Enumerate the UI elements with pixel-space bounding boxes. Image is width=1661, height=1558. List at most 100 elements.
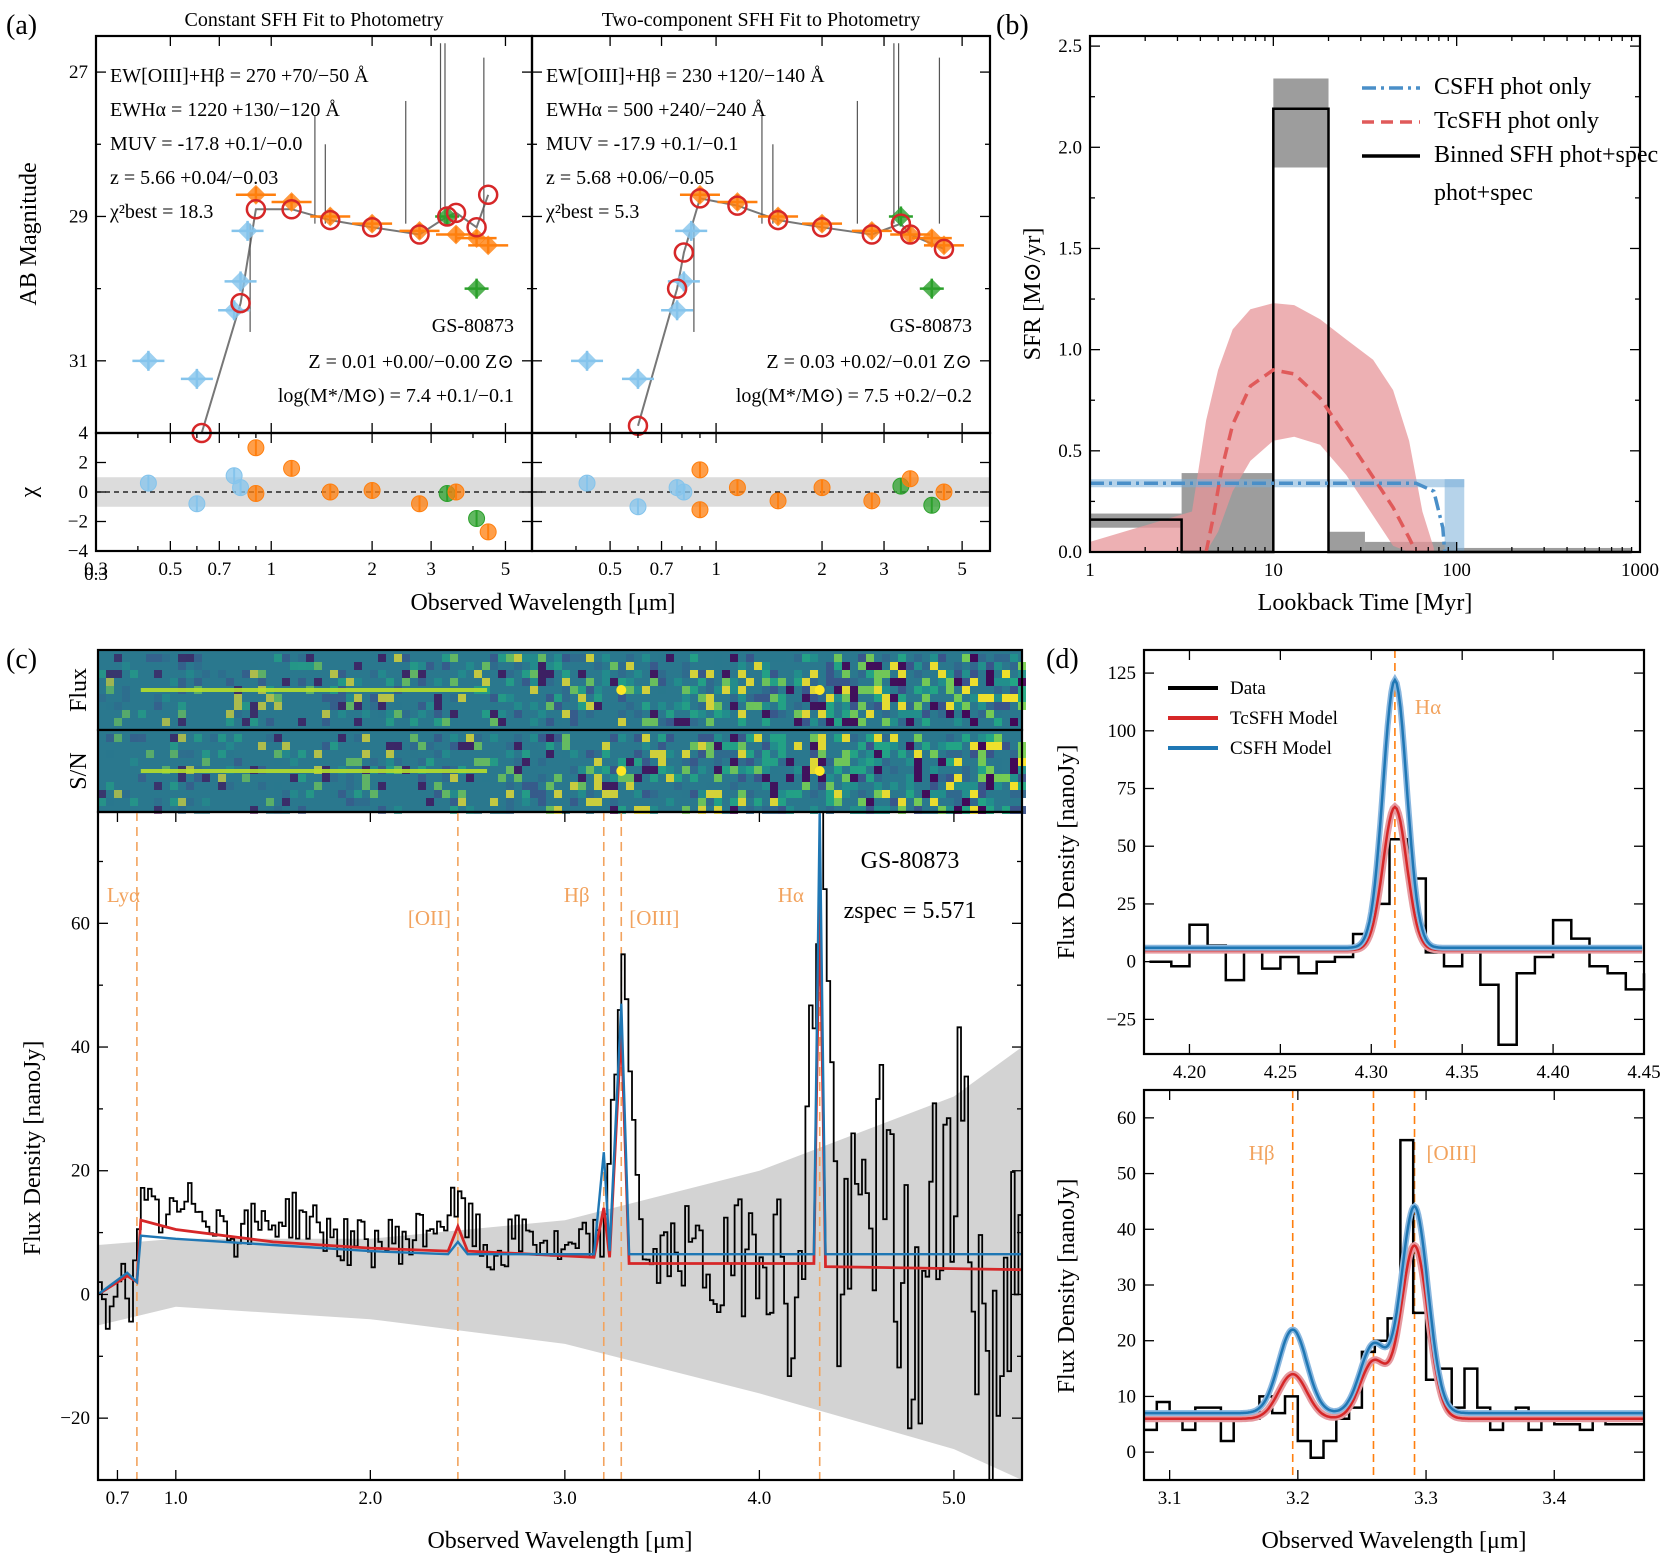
strip-pixel — [762, 718, 770, 726]
strip-pixel — [650, 750, 658, 758]
strip-pixel — [994, 758, 1002, 766]
strip-pixel — [602, 758, 610, 766]
y-tick-label: 0 — [1127, 1442, 1137, 1463]
strip-pixel — [874, 750, 882, 758]
strip-pixel — [938, 702, 946, 710]
panel-label-c: (c) — [6, 644, 37, 675]
strip-pixel — [962, 670, 970, 678]
strip-pixel — [978, 694, 986, 702]
strip-pixel — [954, 774, 962, 782]
strip-pixel — [914, 662, 922, 670]
strip-pixel — [778, 742, 786, 750]
strip-pixel — [866, 734, 874, 742]
strip-pixel — [690, 710, 698, 718]
panel-d-top-frame — [1142, 648, 1646, 1056]
strip-pixel — [386, 718, 394, 726]
strip-pixel — [690, 774, 698, 782]
strip-pixel — [810, 654, 818, 662]
strip-pixel — [386, 750, 394, 758]
strip-pixel — [722, 742, 730, 750]
strip-pixel — [106, 782, 114, 790]
strip-pixel — [530, 766, 538, 774]
panel-a-object-id: GS-80873 — [890, 315, 972, 337]
strip-pixel — [666, 798, 674, 806]
strip-pixel — [578, 790, 586, 798]
strip-pixel — [146, 654, 154, 662]
strip-pixel — [754, 670, 762, 678]
strip-pixel — [386, 758, 394, 766]
x-tick-label: 3.4 — [1542, 1488, 1566, 1509]
strip-pixel — [786, 806, 794, 814]
strip-pixel — [826, 702, 834, 710]
strip-pixel — [1002, 734, 1010, 742]
strip-pixel — [746, 766, 754, 774]
strip-pixel — [762, 686, 770, 694]
strip-pixel — [698, 742, 706, 750]
strip-pixel — [562, 678, 570, 686]
strip-pixel — [178, 678, 186, 686]
strip-pixel — [282, 806, 290, 814]
strip-pixel — [650, 790, 658, 798]
strip-pixel — [610, 678, 618, 686]
strip-pixel — [778, 790, 786, 798]
strip-pixel — [482, 774, 490, 782]
strip-pixel — [170, 734, 178, 742]
strip-pixel — [970, 670, 978, 678]
strip-pixel — [402, 678, 410, 686]
strip-pixel — [162, 718, 170, 726]
strip-pixel — [706, 734, 714, 742]
strip-pixel — [610, 662, 618, 670]
strip-pixel — [466, 806, 474, 814]
y-tick-label: 31 — [69, 351, 88, 372]
strip-pixel — [426, 798, 434, 806]
y-tick-label: 20 — [1117, 1331, 1136, 1352]
strip-pixel — [314, 710, 322, 718]
panel-a-annotation: χ²best = 5.3 — [545, 201, 639, 223]
strip-pixel — [594, 758, 602, 766]
strip-pixel — [618, 670, 626, 678]
strip-pixel — [874, 766, 882, 774]
strip-pixel — [490, 662, 498, 670]
strip-pixel — [778, 710, 786, 718]
strip-pixel — [586, 798, 594, 806]
strip-pixel — [874, 710, 882, 718]
strip-pixel — [874, 782, 882, 790]
strip-pixel — [898, 798, 906, 806]
strip-pixel — [194, 662, 202, 670]
strip-pixel — [546, 734, 554, 742]
strip-pixel — [690, 678, 698, 686]
strip-pixel — [522, 782, 530, 790]
strip-pixel — [554, 662, 562, 670]
panel-a-annotation: EWHα = 500 +240/−240 Å — [546, 99, 766, 121]
strip-pixel — [538, 710, 546, 718]
photometry-jwst-marker — [281, 192, 302, 212]
strip-pixel — [882, 710, 890, 718]
strip-pixel — [338, 734, 346, 742]
y-tick-label: 60 — [71, 913, 90, 934]
panel-d-xlabel: Observed Wavelength [μm] — [1261, 1528, 1526, 1554]
strip-pixel — [874, 758, 882, 766]
strip-pixel — [298, 670, 306, 678]
strip-pixel — [802, 686, 810, 694]
strip-pixel — [970, 806, 978, 814]
strip-pixel — [882, 734, 890, 742]
strip-pixel — [1010, 782, 1018, 790]
strip-pixel — [802, 702, 810, 710]
strip-pixel — [954, 670, 962, 678]
strip-pixel — [610, 742, 618, 750]
strip-pixel — [690, 790, 698, 798]
strip-pixel — [946, 766, 954, 774]
strip-pixel — [962, 806, 970, 814]
strip-pixel — [714, 806, 722, 814]
strip-pixel — [722, 678, 730, 686]
strip-pixel — [498, 718, 506, 726]
strip-pixel — [114, 718, 122, 726]
strip-pixel — [930, 806, 938, 814]
strip-pixel — [922, 750, 930, 758]
strip-pixel — [274, 694, 282, 702]
strip-pixel — [594, 734, 602, 742]
strip-pixel — [618, 718, 626, 726]
strip-pixel — [194, 734, 202, 742]
strip-pixel — [130, 758, 138, 766]
strip-pixel — [458, 670, 466, 678]
